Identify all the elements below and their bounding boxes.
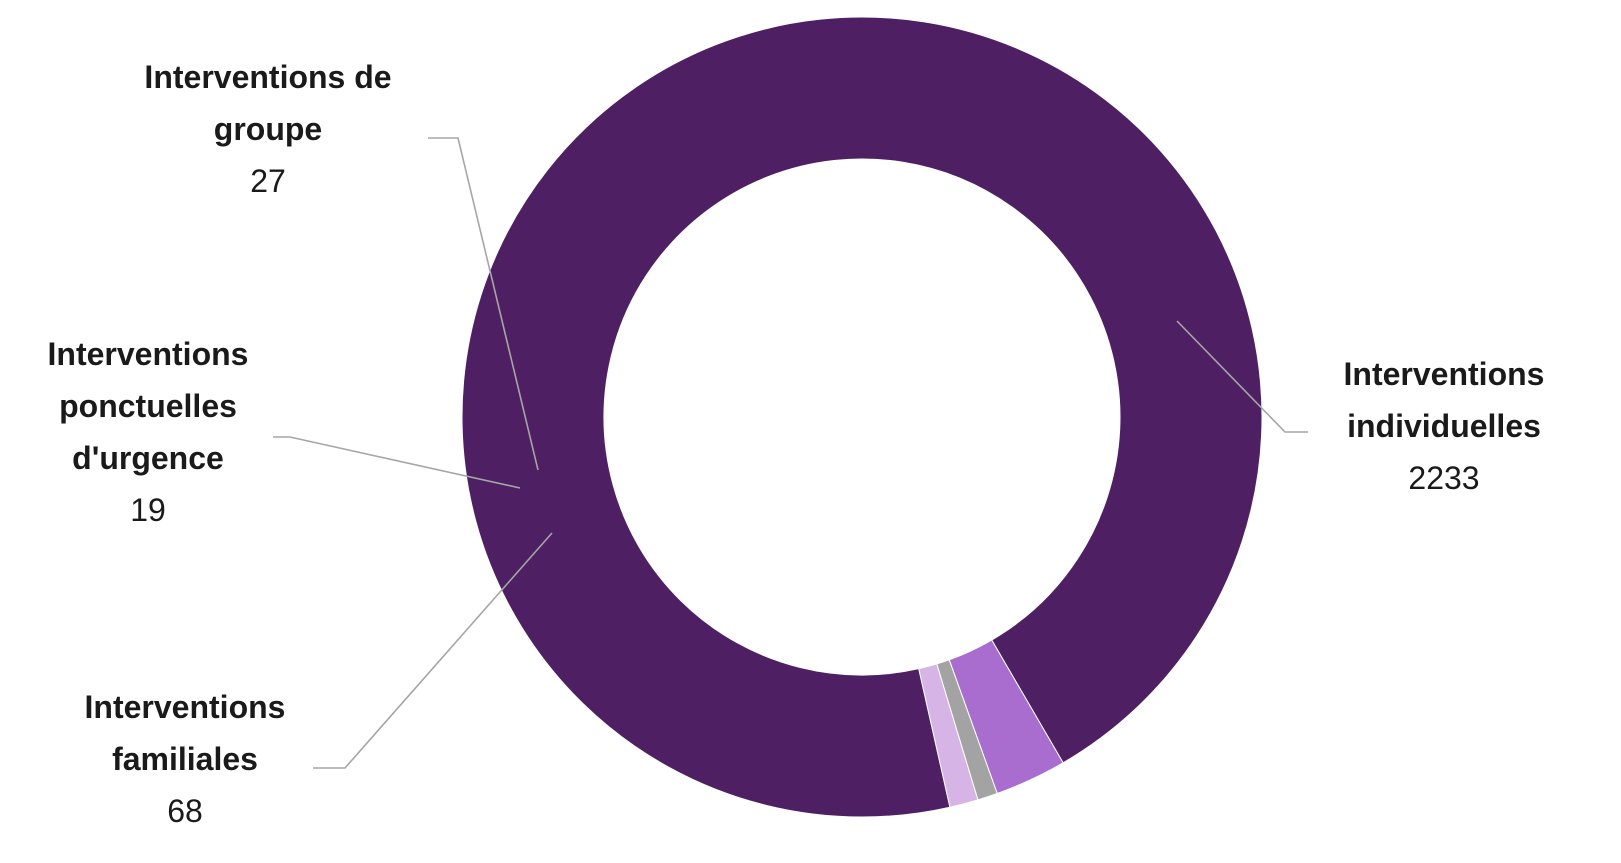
data-label-name: groupe bbox=[214, 111, 322, 147]
leader-line-interventions-individuelles bbox=[1176, 320, 1308, 433]
slice-interventions-de-groupe bbox=[918, 663, 979, 808]
slice-group bbox=[461, 16, 1263, 818]
data-label-value: 68 bbox=[167, 793, 203, 829]
data-label-name: Interventions bbox=[85, 689, 286, 725]
leader-line-interventions-de-groupe bbox=[428, 137, 539, 471]
data-label-interventions-ponctuelles-d-urgence: Interventions ponctuelles d'urgence 19 bbox=[48, 336, 249, 528]
leader-line-interventions-ponctuelles-d-urgence bbox=[273, 436, 521, 489]
data-label-name: Interventions bbox=[1344, 356, 1545, 392]
data-label-name: d'urgence bbox=[72, 440, 224, 476]
data-label-group: Interventionsindividuelles2233Interventi… bbox=[48, 59, 1545, 829]
data-label-value: 2233 bbox=[1408, 460, 1479, 496]
data-label-value: 19 bbox=[130, 492, 166, 528]
data-label-name: individuelles bbox=[1347, 408, 1541, 444]
data-label-name: familiales bbox=[112, 741, 258, 777]
data-label-interventions-individuelles: Interventions individuelles 2233 bbox=[1344, 356, 1545, 496]
data-label-value: 27 bbox=[250, 163, 286, 199]
slice-interventions-individuelles bbox=[461, 16, 1263, 818]
leader-line-group bbox=[273, 137, 1308, 769]
data-label-name: Interventions de bbox=[144, 59, 391, 95]
data-label-interventions-de-groupe: Interventions de groupe 27 bbox=[144, 59, 391, 199]
data-label-interventions-familiales: Interventions familiales 68 bbox=[85, 689, 286, 829]
data-label-name: ponctuelles bbox=[59, 388, 237, 424]
data-label-name: Interventions bbox=[48, 336, 249, 372]
leader-line-interventions-familiales bbox=[313, 532, 553, 769]
